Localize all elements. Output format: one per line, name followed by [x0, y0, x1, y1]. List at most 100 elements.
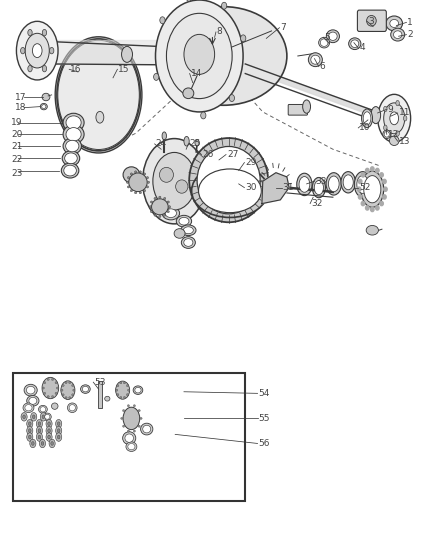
Ellipse shape — [361, 109, 372, 127]
Ellipse shape — [43, 392, 46, 394]
Text: 20: 20 — [11, 130, 22, 139]
Ellipse shape — [390, 112, 399, 125]
Circle shape — [371, 167, 374, 171]
Ellipse shape — [152, 199, 168, 215]
Ellipse shape — [364, 176, 381, 203]
Ellipse shape — [149, 206, 151, 208]
Ellipse shape — [192, 164, 268, 217]
Text: 21: 21 — [11, 142, 22, 151]
Ellipse shape — [69, 397, 71, 399]
Text: 10: 10 — [359, 124, 371, 132]
Ellipse shape — [383, 130, 391, 139]
Ellipse shape — [56, 419, 62, 428]
Ellipse shape — [63, 138, 81, 154]
Ellipse shape — [222, 2, 227, 9]
Ellipse shape — [197, 147, 260, 214]
Ellipse shape — [43, 382, 46, 384]
Ellipse shape — [28, 435, 31, 439]
Ellipse shape — [42, 387, 44, 389]
Ellipse shape — [159, 215, 161, 217]
Text: 14: 14 — [191, 69, 202, 78]
Ellipse shape — [55, 392, 57, 394]
Ellipse shape — [184, 136, 189, 146]
Ellipse shape — [390, 20, 399, 27]
Ellipse shape — [396, 131, 399, 136]
Ellipse shape — [384, 132, 389, 137]
Ellipse shape — [46, 426, 52, 435]
Ellipse shape — [30, 439, 36, 448]
Ellipse shape — [123, 432, 136, 445]
Ellipse shape — [48, 429, 50, 433]
Ellipse shape — [134, 191, 137, 193]
Ellipse shape — [69, 382, 71, 384]
Text: 24: 24 — [155, 140, 167, 148]
Ellipse shape — [159, 196, 161, 198]
Ellipse shape — [403, 116, 407, 121]
Ellipse shape — [96, 111, 104, 123]
Ellipse shape — [38, 429, 41, 433]
Ellipse shape — [39, 405, 47, 414]
Ellipse shape — [38, 435, 41, 439]
Ellipse shape — [48, 435, 50, 439]
Ellipse shape — [138, 409, 140, 411]
Text: 6: 6 — [320, 62, 325, 71]
Text: 56: 56 — [258, 439, 270, 448]
Ellipse shape — [23, 415, 25, 419]
Ellipse shape — [384, 125, 387, 131]
Ellipse shape — [184, 227, 193, 233]
Ellipse shape — [154, 197, 156, 199]
Ellipse shape — [72, 384, 74, 386]
Text: 30: 30 — [245, 183, 257, 192]
Ellipse shape — [155, 0, 243, 112]
Ellipse shape — [127, 405, 130, 407]
Text: 17: 17 — [15, 93, 27, 101]
Ellipse shape — [361, 171, 384, 207]
Ellipse shape — [24, 384, 37, 396]
Ellipse shape — [174, 229, 185, 238]
Circle shape — [384, 187, 387, 191]
Ellipse shape — [39, 439, 46, 448]
Ellipse shape — [299, 176, 310, 192]
Ellipse shape — [123, 425, 125, 427]
Ellipse shape — [120, 417, 123, 419]
Ellipse shape — [49, 47, 54, 54]
Ellipse shape — [326, 30, 339, 43]
Ellipse shape — [367, 15, 376, 26]
Text: 22: 22 — [11, 156, 22, 164]
Ellipse shape — [26, 386, 35, 394]
Ellipse shape — [146, 176, 148, 179]
Ellipse shape — [28, 422, 31, 425]
Ellipse shape — [184, 34, 215, 74]
Ellipse shape — [31, 413, 37, 421]
Ellipse shape — [66, 140, 79, 152]
Ellipse shape — [40, 407, 46, 412]
Text: 4: 4 — [359, 44, 365, 52]
Ellipse shape — [125, 434, 134, 442]
Ellipse shape — [126, 442, 137, 451]
Ellipse shape — [127, 430, 130, 432]
Ellipse shape — [55, 37, 142, 153]
Ellipse shape — [27, 419, 33, 428]
Ellipse shape — [167, 201, 170, 203]
Ellipse shape — [143, 190, 145, 192]
Text: 52: 52 — [359, 183, 371, 192]
Ellipse shape — [389, 136, 399, 146]
Ellipse shape — [123, 409, 125, 411]
Ellipse shape — [73, 389, 75, 391]
Ellipse shape — [123, 407, 140, 430]
Ellipse shape — [57, 39, 140, 151]
Text: 1: 1 — [407, 18, 413, 27]
Ellipse shape — [105, 397, 110, 401]
Ellipse shape — [139, 191, 141, 193]
Ellipse shape — [55, 382, 57, 384]
Ellipse shape — [183, 88, 194, 99]
Ellipse shape — [189, 138, 268, 222]
Ellipse shape — [371, 107, 381, 124]
Ellipse shape — [65, 397, 67, 399]
Ellipse shape — [58, 41, 139, 149]
Ellipse shape — [23, 403, 34, 413]
Ellipse shape — [42, 104, 46, 109]
Ellipse shape — [36, 433, 42, 441]
Ellipse shape — [27, 426, 33, 435]
Ellipse shape — [143, 139, 206, 224]
